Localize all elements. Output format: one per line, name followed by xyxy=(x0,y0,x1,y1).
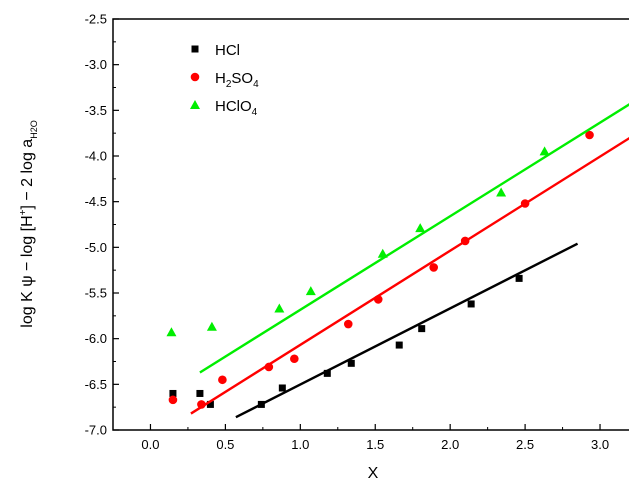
x-tick-label: 2.0 xyxy=(441,437,459,452)
data-point xyxy=(257,400,265,408)
x-tick-label: 0.0 xyxy=(141,437,159,452)
data-point xyxy=(415,223,426,233)
y-tick-label: -6.5 xyxy=(85,377,107,392)
legend-label-part: H xyxy=(215,70,226,87)
data-point xyxy=(197,400,206,409)
legend-label-part: HClO xyxy=(215,98,252,115)
legend-item: HCl xyxy=(191,42,240,59)
data-point xyxy=(460,236,470,246)
data-point xyxy=(196,389,204,397)
series-1 xyxy=(168,130,629,415)
y-tick-label: -4.5 xyxy=(85,194,107,209)
legend-marker xyxy=(190,100,200,109)
legend-item: HClO4 xyxy=(190,98,258,118)
y-tick-label: -3.0 xyxy=(85,57,107,72)
data-point xyxy=(305,286,316,296)
legend-label-part: SO xyxy=(231,70,253,87)
data-point xyxy=(274,303,285,313)
y-tick-label: -4.0 xyxy=(85,149,107,164)
series-layer xyxy=(166,103,629,419)
data-point xyxy=(166,327,177,337)
x-tick-label: 1.5 xyxy=(366,437,384,452)
data-point xyxy=(377,248,388,258)
data-point xyxy=(343,319,353,329)
data-point xyxy=(539,146,550,156)
data-point xyxy=(169,389,177,397)
x-tick-label: 1.0 xyxy=(291,437,309,452)
data-point xyxy=(467,300,475,308)
x-tick-label: 0.5 xyxy=(216,437,234,452)
y-axis-ticks: -7.0 -6.5 -6.0 -5.5 -5.0 -4.5 -4.0 -3.5 -3.0 -2.5 xyxy=(85,12,119,438)
data-point xyxy=(520,199,530,208)
fit-line xyxy=(235,242,579,419)
data-point xyxy=(290,354,299,364)
legend-marker xyxy=(191,45,199,53)
legend-label: H2SO4 xyxy=(215,70,259,90)
fit-line xyxy=(199,103,629,374)
data-point xyxy=(218,375,227,385)
data-point xyxy=(278,384,286,392)
legend-marker xyxy=(190,72,200,82)
y-axis-title-sub: H2O xyxy=(29,120,39,139)
data-point xyxy=(429,263,438,272)
legend-label-part: HCl xyxy=(215,42,240,59)
y-tick-label: -6.0 xyxy=(85,331,107,346)
x-axis-ticks: 0.0 0.5 1.0 1.5 2.0 2.5 3.0 xyxy=(112,424,609,452)
data-point xyxy=(373,295,383,304)
legend-label-part: 2 xyxy=(226,79,232,90)
data-point xyxy=(323,369,331,377)
legend-item: H2SO4 xyxy=(190,70,259,90)
data-point xyxy=(347,359,355,367)
x-tick-label: 3.0 xyxy=(591,437,609,452)
data-point xyxy=(496,187,507,197)
y-tick-label: -2.5 xyxy=(85,12,107,27)
x-axis-title: X xyxy=(368,465,379,482)
y-axis-title-main: log K ψ − log [H xyxy=(19,215,36,327)
data-point xyxy=(168,395,178,405)
data-point xyxy=(206,400,214,408)
y-axis-title-mid: ] − 2 log a xyxy=(19,139,36,210)
y-tick-label: -5.5 xyxy=(85,286,107,301)
y-axis-title-sup: + xyxy=(18,209,29,215)
legend-label-part: 4 xyxy=(252,107,258,118)
legend-label-part: 4 xyxy=(253,79,259,90)
x-tick-label: 2.5 xyxy=(516,437,534,452)
y-axis-title: log K ψ − log [H+] − 2 log aH2O xyxy=(18,120,39,327)
series-2 xyxy=(166,103,629,374)
y-tick-label: -5.0 xyxy=(85,240,107,255)
fit-line xyxy=(190,136,629,415)
legend-label: HCl xyxy=(215,42,240,59)
data-point xyxy=(264,362,274,372)
series-0 xyxy=(169,242,579,419)
data-point xyxy=(515,274,523,282)
y-tick-label: -7.0 xyxy=(85,423,107,438)
data-point xyxy=(418,325,426,333)
data-point xyxy=(206,321,217,331)
data-point xyxy=(395,341,403,349)
data-point xyxy=(585,130,594,140)
legend-label: HClO4 xyxy=(215,98,258,118)
y-tick-label: -3.5 xyxy=(85,103,107,118)
